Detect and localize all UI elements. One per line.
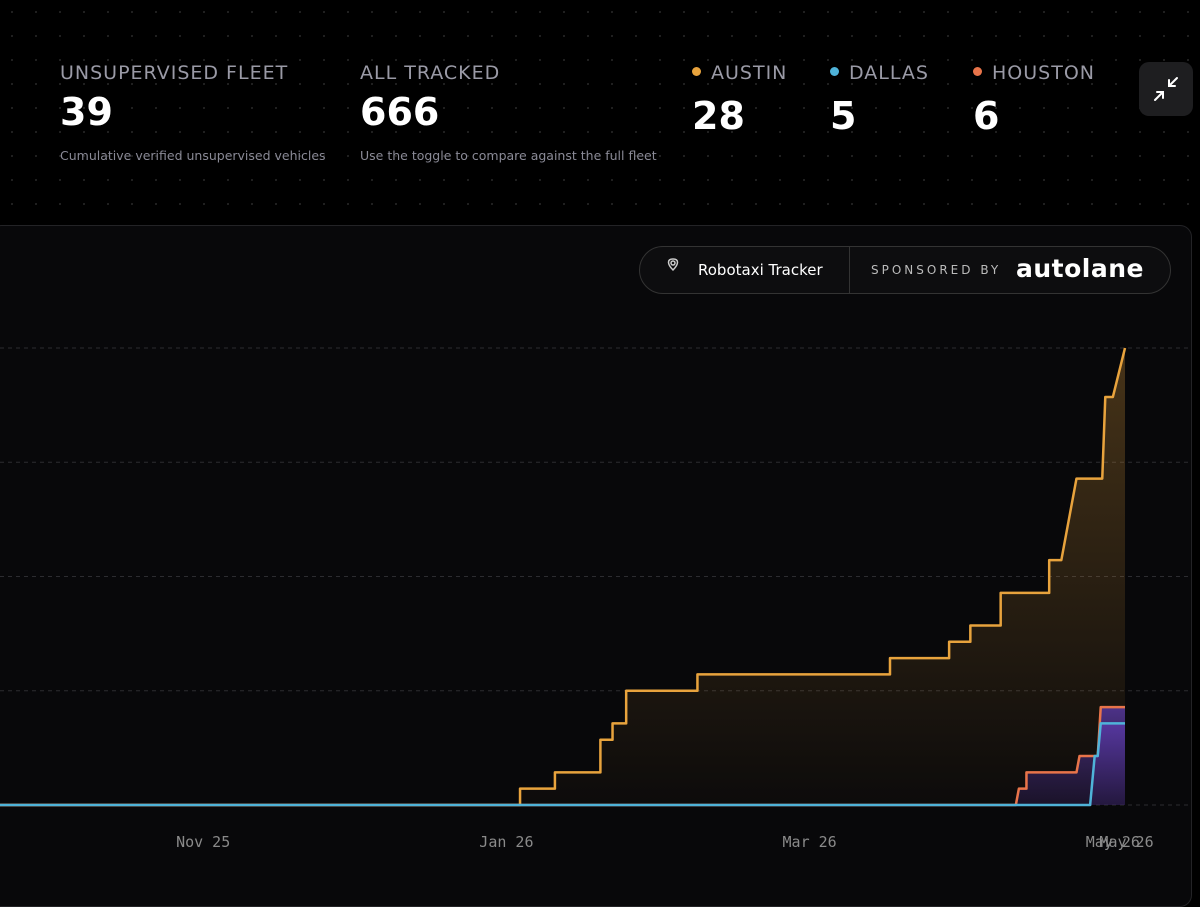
stat-label: UNSUPERVISED FLEET <box>60 62 289 84</box>
stat-label: ALL TRACKED <box>360 62 501 84</box>
city-value: 6 <box>973 94 1000 138</box>
sponsor-label: SPONSORED BY <box>871 263 1002 277</box>
stat-note: Use the toggle to compare against the fu… <box>360 148 657 163</box>
city-name: DALLAS <box>849 62 929 84</box>
x-tick-label: Jan 26 <box>479 833 533 851</box>
collapse-button[interactable] <box>1139 62 1193 116</box>
stat-note: Cumulative verified unsupervised vehicle… <box>60 148 326 163</box>
line <box>0 347 1127 807</box>
collapse-icon <box>1154 77 1178 101</box>
pin-icon <box>667 258 679 272</box>
city-value: 5 <box>830 94 857 138</box>
x-tick-label: May 26 <box>1086 833 1140 851</box>
area <box>0 348 1125 805</box>
city: AUSTIN 28 <box>692 62 787 138</box>
header: UNSUPERVISED FLEET 39 Cumulative verifie… <box>0 0 1200 225</box>
city-value: 28 <box>692 94 745 138</box>
x-tick-label: Nov 25 <box>176 833 230 851</box>
city-name: AUSTIN <box>711 62 788 84</box>
city: DALLAS 5 <box>830 62 929 138</box>
line <box>0 722 1125 807</box>
city-name: HOUSTON <box>992 62 1095 84</box>
stat: ALL TRACKED 666 Use the toggle to compar… <box>360 62 657 163</box>
stat-value: 666 <box>360 90 440 134</box>
x-tick-label: May 26 <box>1099 833 1153 851</box>
x-tick-label: Mar 26 <box>783 833 837 851</box>
badge[interactable]: Robotaxi Tracker SPONSORED BY autolane <box>639 246 1171 294</box>
stat-value: 39 <box>60 90 113 134</box>
city-dot <box>830 67 839 76</box>
city: HOUSTON 6 <box>973 62 1095 138</box>
badge-title: Robotaxi Tracker <box>698 261 823 279</box>
city-dot <box>692 67 701 76</box>
brand: autolane <box>1016 254 1144 283</box>
separator <box>849 247 850 293</box>
city-dot <box>973 67 982 76</box>
stat: UNSUPERVISED FLEET 39 Cumulative verifie… <box>60 62 326 163</box>
